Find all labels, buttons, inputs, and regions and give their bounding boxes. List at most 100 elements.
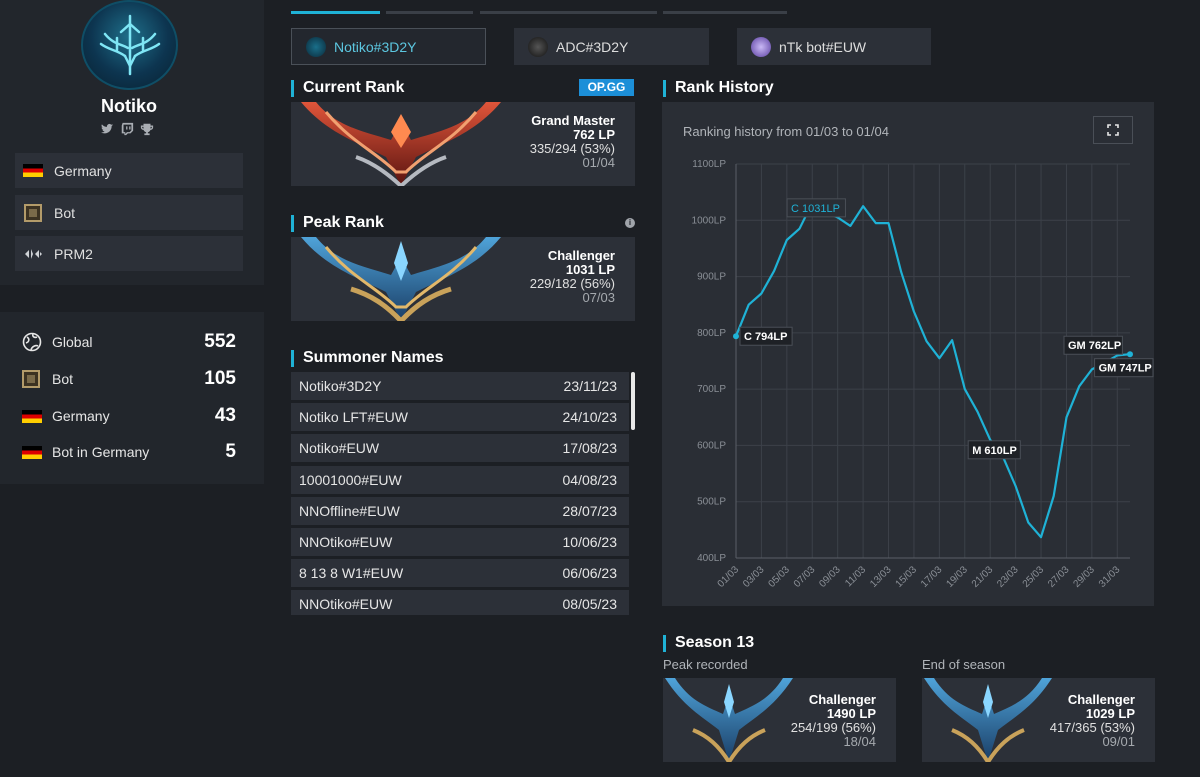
challenger-emblem-icon <box>665 678 793 762</box>
twitter-icon[interactable] <box>100 122 114 136</box>
scrollbar[interactable] <box>631 372 635 430</box>
chart-annotation-label: GM 762LP <box>1068 340 1121 352</box>
tab-indicator[interactable] <box>480 11 657 14</box>
y-tick-label: 400LP <box>697 553 726 564</box>
x-tick-label: 21/03 <box>970 564 996 590</box>
account-button-adc[interactable]: ADC#3D2Y <box>514 28 709 65</box>
y-tick-label: 600LP <box>697 440 726 451</box>
list-item-name: NNOffline#EUW <box>299 502 400 519</box>
tab-indicator[interactable] <box>663 11 787 14</box>
chart-annotation-box <box>1063 335 1123 355</box>
season-title: Season 13 <box>663 634 754 652</box>
team-logo-icon <box>23 246 43 262</box>
series-line <box>734 201 1131 539</box>
list-item-date: 17/08/23 <box>562 440 618 457</box>
x-tick-label: 13/03 <box>868 564 894 590</box>
x-tick-label: 05/03 <box>766 564 792 590</box>
chart-annotation-label: C 1031LP <box>791 203 840 215</box>
list-item: 8 13 8 W1#EUW 06/06/23 <box>291 559 629 588</box>
season-peak-card: Challenger 1490 LP 254/199 (56%) 18/04 <box>663 678 896 762</box>
x-tick-label: 03/03 <box>741 564 767 590</box>
info-team[interactable]: PRM2 <box>15 236 243 271</box>
fullscreen-button[interactable] <box>1093 116 1133 144</box>
list-item: Notiko#EUW 17/08/23 <box>291 434 629 463</box>
tab-indicator[interactable] <box>386 11 473 14</box>
season-peak-label: Peak recorded <box>663 657 748 672</box>
rank-tier: Challenger <box>808 692 876 707</box>
peak-rank-card: Challenger 1031 LP 229/182 (56%) 07/03 <box>291 237 635 321</box>
twitch-icon[interactable] <box>120 122 134 136</box>
list-item-date: 04/08/23 <box>562 471 618 488</box>
list-item: NNOtiko#EUW 10/06/23 <box>291 527 629 556</box>
account-label: Notiko#3D2Y <box>334 38 417 55</box>
y-tick-label: 1100LP <box>692 159 726 170</box>
bot-role-icon <box>22 370 42 388</box>
list-item: Notiko LFT#EUW 24/10/23 <box>291 403 629 432</box>
info-country-label: Germany <box>54 162 112 179</box>
ladder-label: Bot in Germany <box>52 444 150 460</box>
summoner-names-list[interactable]: Notiko#3D2Y 23/11/23 Notiko LFT#EUW 24/10/… <box>291 372 635 615</box>
y-tick-label: 500LP <box>697 497 726 508</box>
rank-lp: 762 LP <box>573 127 615 142</box>
avatar <box>81 0 178 90</box>
rank-lp: 1031 LP <box>565 262 615 277</box>
expand-icon <box>1107 124 1119 136</box>
x-tick-label: 15/03 <box>894 564 920 590</box>
season-end-info: Challenger 1029 LP 417/365 (53%) 09/01 <box>1050 693 1135 749</box>
list-item-date: 24/10/23 <box>562 409 618 426</box>
x-tick-label: 01/03 <box>716 564 742 590</box>
ladder-row-bot-germany: Bot in Germany 5 <box>22 440 236 464</box>
germany-flag-icon <box>23 163 43 179</box>
chart-annotation-box <box>786 198 846 218</box>
x-tick-label: 19/03 <box>944 564 970 590</box>
x-tick-label: 31/03 <box>1097 564 1123 590</box>
rank-tier: Challenger <box>1067 692 1135 707</box>
chart-annotation-box <box>739 326 793 346</box>
trophy-icon[interactable] <box>140 122 154 136</box>
account-button-ntk[interactable]: nTk bot#EUW <box>737 28 931 65</box>
info-team-label: PRM2 <box>54 245 93 262</box>
x-tick-label: 23/03 <box>995 564 1021 590</box>
y-tick-label: 1000LP <box>692 215 727 226</box>
list-item-name: NNOtiko#EUW <box>299 596 393 613</box>
grandmaster-emblem-icon <box>301 102 501 186</box>
list-item-date: 10/06/23 <box>562 533 618 550</box>
ladder-value: 5 <box>225 441 236 462</box>
list-item: 10001000#EUW 04/08/23 <box>291 465 629 494</box>
list-item: NNOtiko#EUW 08/05/23 <box>291 590 629 615</box>
germany-flag-icon <box>22 409 42 423</box>
peak-rank-title: Peak Rank <box>291 214 384 232</box>
chart-annotation-label: M 610LP <box>972 445 1017 457</box>
y-tick-label: 900LP <box>697 272 726 283</box>
list-item-name: 8 13 8 W1#EUW <box>299 565 404 582</box>
tab-indicator-active[interactable] <box>291 11 380 14</box>
account-button-notiko[interactable]: Notiko#3D2Y <box>291 28 486 65</box>
summoner-names-title: Summoner Names <box>291 349 444 367</box>
rank-history-title: Rank History <box>663 79 774 97</box>
x-tick-label: 07/03 <box>792 564 818 590</box>
info-icon[interactable]: i <box>625 218 635 228</box>
season-peak-info: Challenger 1490 LP 254/199 (56%) 18/04 <box>791 693 876 749</box>
account-label: ADC#3D2Y <box>556 38 629 55</box>
x-tick-label: 27/03 <box>1046 564 1072 590</box>
opgg-badge[interactable]: OP.GG <box>579 79 634 96</box>
rank-lp: 1490 LP <box>826 706 876 721</box>
list-item-name: 10001000#EUW <box>299 471 402 488</box>
rank-winloss: 335/294 (53%) <box>529 141 615 156</box>
info-role: Bot <box>15 195 243 230</box>
ladder-ranks-panel: Global 552 Bot 105 Germany 43 Bot in Ger… <box>0 312 264 484</box>
list-item-name: Notiko LFT#EUW <box>299 409 408 426</box>
summoner-name: Notiko <box>101 96 157 116</box>
list-item: Notiko#3D2Y 23/11/23 <box>291 372 629 400</box>
season-end-label: End of season <box>922 657 1006 672</box>
x-tick-label: 29/03 <box>1072 564 1098 590</box>
rank-winloss: 417/365 (53%) <box>1049 720 1135 735</box>
list-item-date: 08/05/23 <box>562 596 618 613</box>
x-tick-label: 17/03 <box>919 564 945 590</box>
rank-date: 07/03 <box>582 290 615 305</box>
chart-subtitle: Ranking history from 01/03 to 01/04 <box>683 124 889 139</box>
ladder-value: 43 <box>214 405 236 426</box>
peak-rank-info: Challenger 1031 LP 229/182 (56%) 07/03 <box>530 249 615 305</box>
list-item-date: 28/07/23 <box>562 502 618 519</box>
y-tick-label: 700LP <box>697 384 726 395</box>
